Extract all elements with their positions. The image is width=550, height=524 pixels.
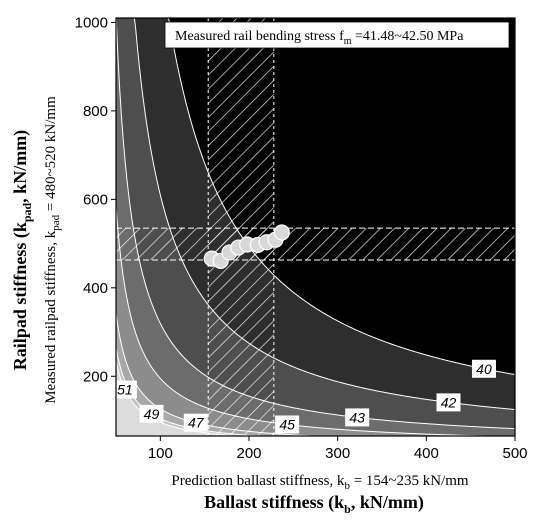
contour-line-45 — [116, 206, 502, 436]
plot-frame — [115, 17, 516, 437]
contour-line-40 — [167, 18, 515, 376]
x-axis-ticks: 100 200 300 400 500 — [148, 436, 528, 462]
contour-label-bg — [116, 380, 137, 399]
y-title-main: Railpad stiffness (k — [10, 222, 31, 370]
contour-label-43: 43 — [345, 408, 370, 427]
measured-point-9 — [273, 224, 290, 241]
y-tick-label: 1000 — [75, 14, 108, 31]
contour-line-43 — [116, 18, 515, 430]
contour-label-text: 42 — [441, 394, 457, 410]
measured-points — [203, 224, 290, 269]
x-title-tail: , kN/mm) — [351, 492, 424, 513]
y-axis-title: Railpad stiffness (kpad, kN/mm) — [10, 130, 34, 370]
contour-label-bg — [275, 415, 300, 434]
svg-text:Measured rail bending stress f: Measured rail bending stress fm =41.48~4… — [175, 29, 464, 47]
x-tick-label: 300 — [325, 445, 350, 462]
x-sublabel-tail: = 154~235 kN/mm — [350, 473, 469, 489]
y-title-tail: , kN/mm) — [10, 130, 31, 203]
contour-label-bg — [471, 359, 496, 378]
contour-region-51 — [116, 360, 515, 436]
contour-label-text: 40 — [476, 361, 492, 377]
contour-label-45: 45 — [275, 415, 300, 434]
x-sublabel-sub: b — [344, 480, 350, 492]
annotation-text: Measured rail bending stress f — [175, 29, 344, 44]
contour-label-40: 40 — [471, 359, 496, 378]
contour-label-bg — [345, 408, 370, 427]
contour-label-text: 49 — [144, 406, 160, 422]
contour-label-bg — [139, 404, 164, 423]
y-tick-label: 200 — [83, 368, 108, 385]
x-title-main: Ballast stiffness (k — [204, 492, 344, 513]
contour-label-text: 47 — [188, 415, 205, 431]
contour-label-bg — [436, 393, 461, 412]
annotation-box: Measured rail bending stress fm =41.48~4… — [164, 21, 510, 49]
contour-line-51 — [116, 360, 244, 436]
plot-area: 51 49 47 45 43 42 40 — [116, 18, 515, 436]
y-sublabel-sub: pad — [50, 214, 62, 230]
contour-label-text: 51 — [117, 382, 133, 398]
y-axis-ticks: 200 400 600 800 1000 — [75, 14, 116, 385]
x-axis-sublabel: Prediction ballast stiffness, kb = 154~2… — [171, 473, 469, 492]
y-tick-label: 800 — [83, 103, 108, 120]
y-axis-sublabel: Measured railpad stiffness, kpad = 480~5… — [43, 96, 62, 404]
contour-label-bg — [183, 413, 208, 432]
contour-label-47: 47 — [183, 413, 208, 432]
x-tick-label: 200 — [236, 445, 261, 462]
contour-line-47 — [116, 313, 324, 436]
x-tick-label: 100 — [148, 445, 173, 462]
contour-label-42: 42 — [436, 393, 461, 412]
x-title-sub: b — [344, 502, 351, 516]
contour-label-text: 43 — [349, 409, 365, 425]
railpad-band — [116, 228, 515, 260]
x-sublabel-main: Prediction ballast stiffness, k — [171, 473, 345, 489]
annotation-sub: m — [344, 36, 352, 47]
contour-label-text: 45 — [279, 416, 295, 432]
measurement-bands — [116, 18, 515, 436]
y-tick-label: 600 — [83, 191, 108, 208]
contour-label-49: 49 — [139, 404, 164, 423]
contour-line-49 — [116, 347, 266, 436]
y-tick-label: 400 — [83, 280, 108, 297]
contour-label-51: 51 — [116, 380, 137, 399]
y-title-sub: pad — [20, 202, 34, 222]
contour-labels: 51 49 47 45 43 42 40 — [116, 359, 496, 434]
y-sublabel-tail: = 480~520 kN/mm — [43, 96, 59, 215]
annotation-tail: =41.48~42.50 MPa — [352, 29, 465, 44]
y-sublabel-main: Measured railpad stiffness, k — [43, 230, 59, 404]
ballast-band — [208, 18, 274, 436]
x-tick-label: 500 — [502, 445, 527, 462]
x-axis-title: Ballast stiffness (kb, kN/mm) — [204, 492, 424, 516]
x-tick-label: 400 — [414, 445, 439, 462]
